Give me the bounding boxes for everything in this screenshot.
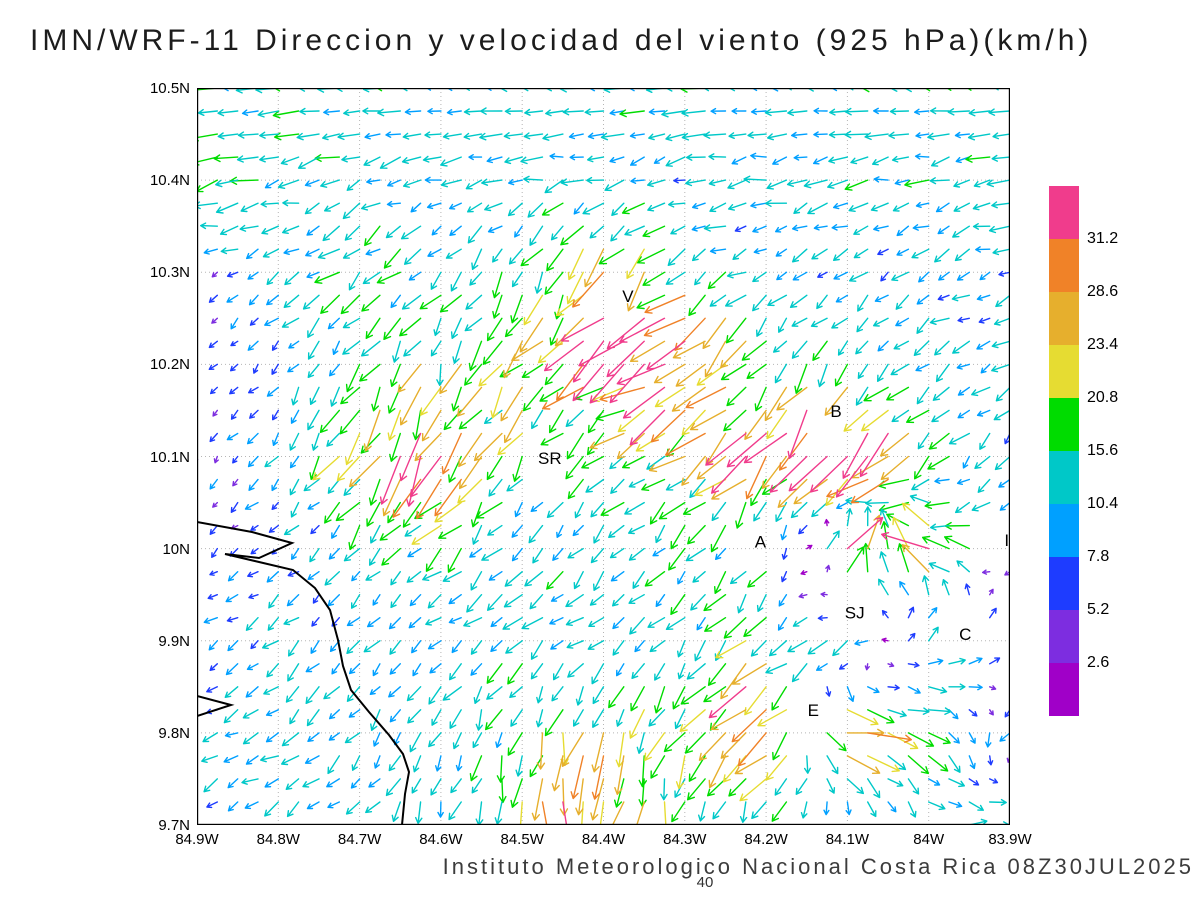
station-label: V [622, 287, 634, 306]
station-label: SJ [845, 604, 865, 623]
colorbar-segment [1049, 610, 1079, 663]
lon-tick-label: 84.6W [419, 831, 463, 848]
lon-tick-label: 84.5W [500, 831, 544, 848]
station-label: SR [538, 449, 562, 468]
coastline-spur [197, 695, 235, 717]
colorbar-segment [1049, 398, 1079, 451]
station-label: A [755, 532, 767, 551]
station-label: C [959, 625, 971, 644]
lon-tick-label: 84.1W [825, 831, 870, 848]
lat-tick-label: 10.3N [149, 264, 190, 282]
colorbar-boundary-label: 5.2 [1087, 601, 1110, 618]
plot-area: V B SR A SJ C E I [196, 87, 1011, 826]
lat-tick-label: 9.9N [158, 632, 190, 650]
colorbar-boundary-label: 28.6 [1087, 283, 1119, 300]
lat-tick-label: 9.7N [158, 817, 190, 834]
chart-title: IMN/WRF-11 Direccion y velocidad del vie… [30, 24, 1093, 57]
lat-tick-label: 10N [162, 540, 190, 558]
colorbar-segment [1049, 663, 1079, 716]
speed-colorbar [1049, 186, 1079, 716]
lon-tick-label: 84.4W [581, 831, 626, 848]
colorbar-segment [1049, 186, 1079, 239]
colorbar-segment [1049, 345, 1079, 398]
colorbar-boundary-label: 2.6 [1087, 654, 1110, 671]
colorbar-boundary-label: 31.2 [1087, 230, 1119, 247]
colorbar-segment [1049, 451, 1079, 504]
colorbar-segment [1049, 292, 1079, 345]
wind-arrows [197, 88, 1010, 825]
lon-tick-label: 84.2W [744, 831, 788, 848]
lon-tick-label: 84.7W [337, 831, 382, 848]
colorbar-segment [1049, 239, 1079, 292]
lat-tick-label: 10.5N [149, 80, 190, 97]
lon-tick-label: 84W [913, 831, 945, 848]
colorbar-boundary-label: 15.6 [1087, 442, 1119, 459]
station-labels: V B SR A SJ C E I [538, 287, 1009, 720]
coastline [197, 521, 411, 825]
station-label: E [808, 701, 819, 720]
lon-tick-label: 84.9W [175, 831, 219, 848]
colorbar-boundary-label: 10.4 [1087, 495, 1119, 512]
lat-tick-label: 10.2N [149, 356, 190, 374]
lon-tick-label: 83.9W [988, 831, 1032, 848]
station-label: B [830, 402, 841, 421]
lat-tick-label: 9.8N [158, 724, 190, 742]
lat-tick-label: 10.1N [149, 448, 190, 466]
footer-caption: Instituto Meteorologico Nacional Costa R… [442, 854, 1194, 879]
colorbar-boundary-label: 20.8 [1087, 389, 1119, 406]
lat-tick-label: 10.4N [149, 172, 190, 190]
colorbar-segment [1049, 504, 1079, 557]
colorbar-boundary-label: 7.8 [1087, 548, 1110, 565]
reference-vector-label: 40 [696, 874, 714, 891]
colorbar-boundary-label: 23.4 [1087, 336, 1119, 353]
wind-vector-field: V B SR A SJ C E I [196, 87, 1011, 826]
lon-tick-label: 84.3W [663, 831, 707, 848]
lon-tick-label: 84.8W [256, 831, 300, 848]
station-label: I [1004, 531, 1009, 550]
plot-frame [197, 88, 1010, 825]
colorbar-segment [1049, 557, 1079, 610]
